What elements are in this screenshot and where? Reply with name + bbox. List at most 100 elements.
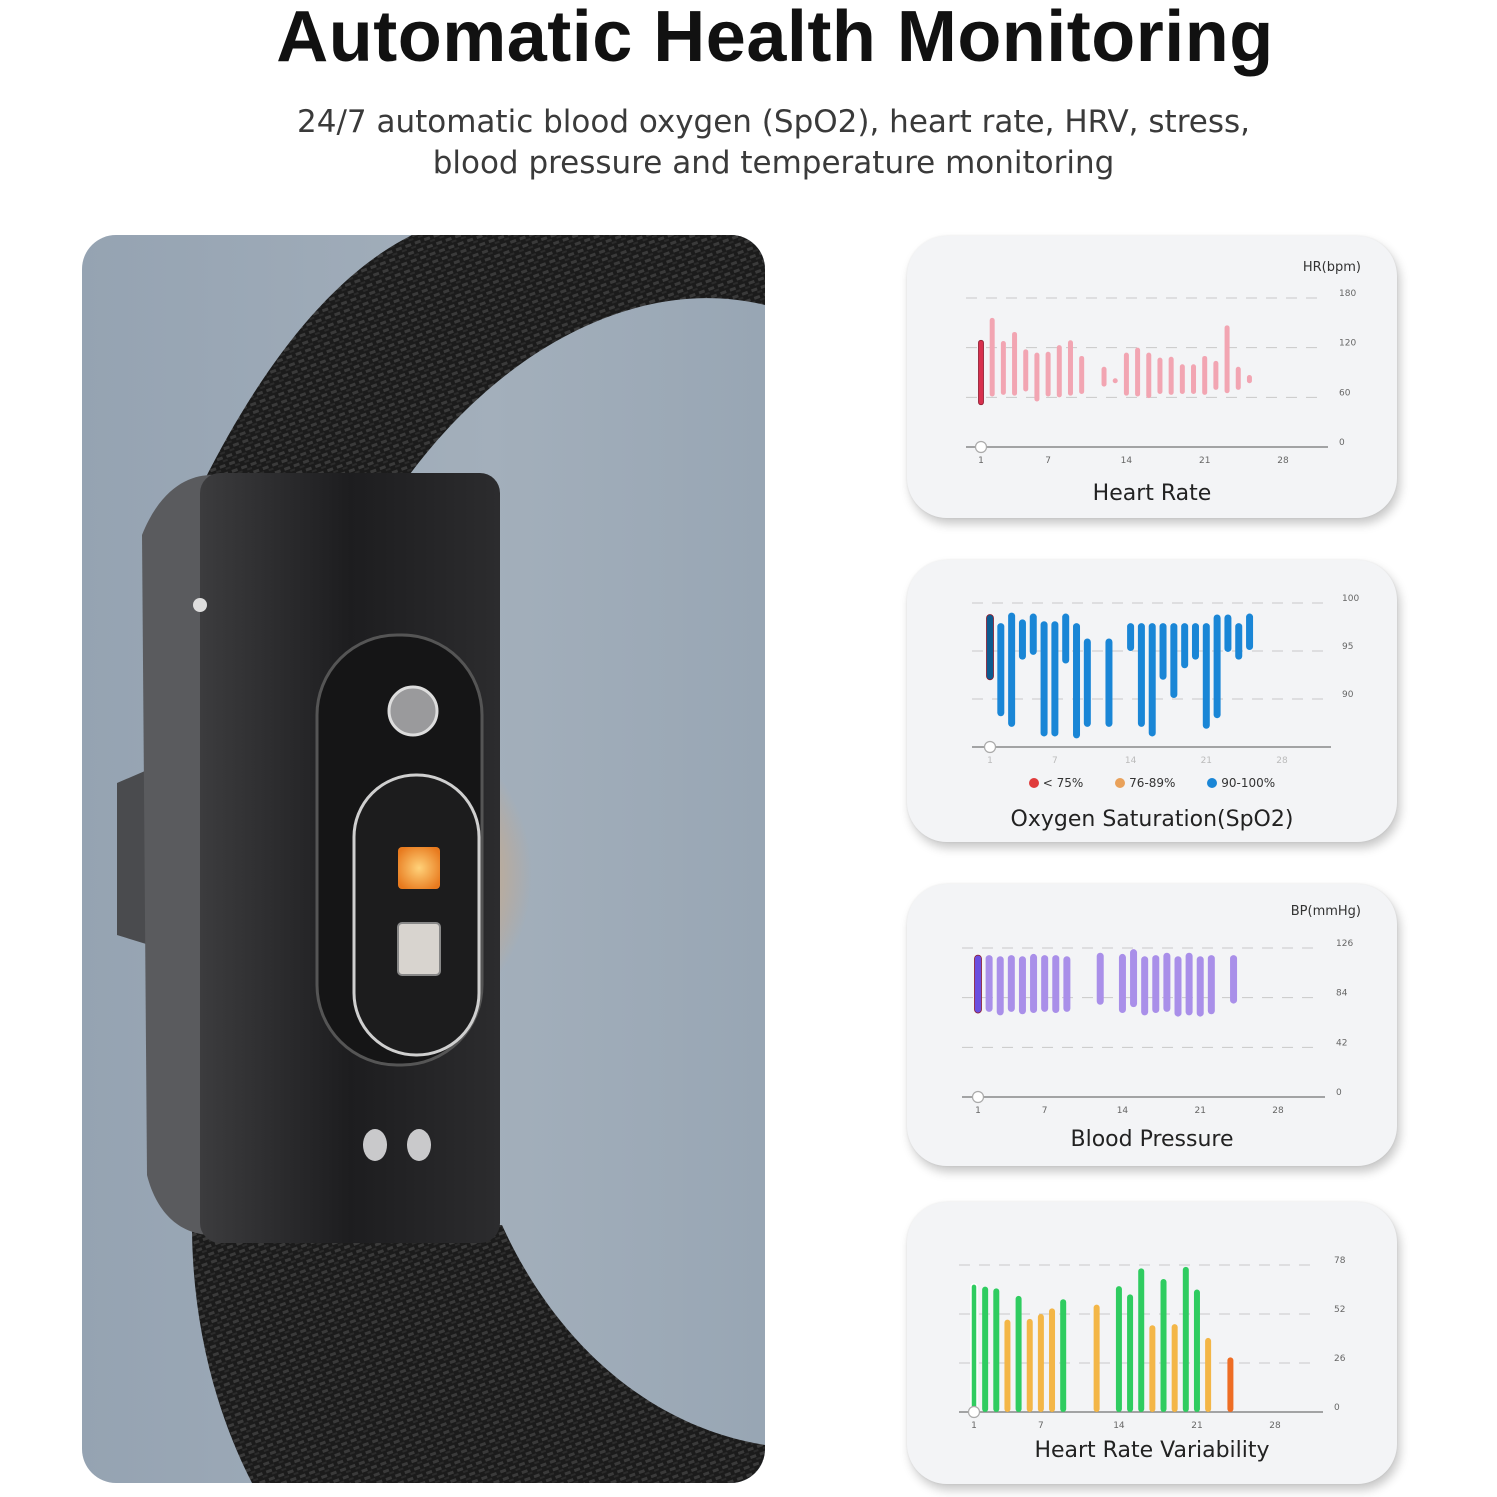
bar-day-24 bbox=[1227, 1357, 1234, 1412]
bar-day-14 bbox=[1127, 623, 1135, 651]
x-tick-label: 7 bbox=[1045, 456, 1051, 466]
bar-day-19 bbox=[1179, 364, 1185, 395]
bar-day-24 bbox=[1235, 366, 1241, 390]
bar-day-22 bbox=[1213, 614, 1221, 719]
bar-day-3 bbox=[993, 1288, 1000, 1412]
blue-dot-icon bbox=[1207, 778, 1218, 788]
x-tick-label: 21 bbox=[1191, 1421, 1202, 1431]
bar-day-21 bbox=[1196, 956, 1204, 1017]
bar-day-15 bbox=[1127, 1294, 1134, 1412]
orange-led bbox=[398, 847, 440, 889]
hrv-title: Heart Rate Variability bbox=[1034, 1438, 1270, 1463]
x-tick-label: 1 bbox=[975, 1106, 981, 1116]
bar-day-9 bbox=[1067, 340, 1073, 396]
photodiode bbox=[397, 922, 441, 976]
bar-day-20 bbox=[1185, 952, 1193, 1016]
y-tick-label: 95 bbox=[1342, 642, 1353, 652]
legend-label: 90-100% bbox=[1221, 776, 1276, 790]
bar-day-4 bbox=[1018, 619, 1026, 660]
spo2-card: 100 95 90 1 7 14 21 28 < 75% 76-89% 90-100% Oxy… bbox=[907, 560, 1397, 842]
x-tick-label: 21 bbox=[1201, 756, 1212, 766]
bar-day-6 bbox=[1040, 621, 1048, 737]
y-tick-label: 78 bbox=[1334, 1256, 1346, 1266]
y-tick-label: 0 bbox=[1334, 1403, 1340, 1413]
bar-day-17 bbox=[1152, 955, 1160, 1014]
hrv-chart: 78 52 26 0 1 7 14 21 28 bbox=[959, 1256, 1346, 1431]
smart-band-illustration bbox=[117, 235, 765, 1483]
bar-day-16 bbox=[1138, 1268, 1145, 1412]
bar-day-3 bbox=[1000, 341, 1006, 395]
blood-pressure-chart: 126 84 42 0 1 7 14 21 28 bbox=[962, 939, 1353, 1116]
x-tick-label: 1 bbox=[978, 456, 984, 466]
legend-item-high: 90-100% bbox=[1207, 776, 1275, 790]
subtitle-line-1: 24/7 automatic blood oxygen (SpO2), hear… bbox=[297, 104, 1250, 140]
bar-day-17 bbox=[1149, 1325, 1156, 1412]
y-tick-label: 0 bbox=[1336, 1088, 1342, 1098]
bar-day-19 bbox=[1171, 1324, 1178, 1412]
bar-day-15 bbox=[1137, 623, 1145, 727]
x-tick-label: 7 bbox=[1038, 1421, 1044, 1431]
hrv-card: 78 52 26 0 1 7 14 21 28 Heart Rate Variability bbox=[907, 1202, 1397, 1484]
bar-day-10 bbox=[1083, 638, 1091, 727]
y-tick-label: 180 bbox=[1339, 289, 1356, 299]
bar-day-16 bbox=[1141, 956, 1149, 1016]
bar-day-21 bbox=[1193, 1289, 1200, 1412]
bar-day-17 bbox=[1157, 357, 1163, 395]
y-tick-label: 120 bbox=[1339, 339, 1356, 349]
bar-day-6 bbox=[1034, 352, 1040, 402]
bar-day-18 bbox=[1168, 356, 1174, 395]
bar-day-6 bbox=[1030, 953, 1038, 1014]
page-subtitle: 24/7 automatic blood oxygen (SpO2), hear… bbox=[0, 102, 1497, 184]
day-slider-handle bbox=[971, 1090, 985, 1104]
red-dot-icon bbox=[1028, 778, 1039, 788]
heart-rate-chart: 180 120 60 0 1 7 14 21 28 bbox=[966, 289, 1356, 466]
bar-day-24 bbox=[1235, 623, 1243, 660]
bar-day-18 bbox=[1160, 1278, 1167, 1412]
bar-day-13 bbox=[1112, 378, 1118, 384]
bar-day-2 bbox=[989, 317, 995, 397]
bar-day-1 bbox=[974, 954, 982, 1014]
bar-day-20 bbox=[1191, 623, 1199, 660]
bar-day-7 bbox=[1045, 351, 1051, 397]
bar-day-4 bbox=[1004, 1319, 1011, 1412]
bar-day-3 bbox=[996, 956, 1004, 1016]
band-strap-bottom bbox=[192, 1225, 765, 1483]
bar-day-5 bbox=[1023, 349, 1029, 392]
charging-pin-2 bbox=[407, 1129, 431, 1161]
bar-day-19 bbox=[1174, 956, 1182, 1017]
bar-day-17 bbox=[1159, 623, 1167, 680]
bar-day-16 bbox=[1146, 352, 1152, 399]
optical-sensor bbox=[387, 685, 439, 737]
bar-day-6 bbox=[1026, 1318, 1033, 1412]
x-tick-label: 1 bbox=[971, 1421, 977, 1431]
bar-day-18 bbox=[1163, 952, 1171, 1012]
bar-day-14 bbox=[1123, 352, 1129, 396]
spo2-legend: < 75% 76-89% 90-100% bbox=[907, 776, 1397, 790]
bar-day-25 bbox=[1246, 613, 1254, 651]
y-tick-label: 42 bbox=[1336, 1038, 1347, 1048]
bar-day-14 bbox=[1115, 1286, 1122, 1412]
bar-day-22 bbox=[1205, 1337, 1212, 1412]
bar-day-25 bbox=[1246, 374, 1252, 384]
x-tick-label: 28 bbox=[1277, 456, 1289, 466]
x-tick-label: 14 bbox=[1121, 456, 1133, 466]
bar-day-10 bbox=[1079, 355, 1085, 395]
bar-day-12 bbox=[1105, 638, 1113, 727]
bar-day-22 bbox=[1207, 955, 1215, 1015]
bar-day-4 bbox=[1012, 331, 1018, 396]
x-tick-label: 14 bbox=[1117, 1106, 1129, 1116]
x-tick-label: 28 bbox=[1276, 756, 1288, 766]
heart-rate-title: Heart Rate bbox=[1092, 481, 1212, 506]
x-tick-label: 7 bbox=[1042, 1106, 1048, 1116]
bar-day-1 bbox=[970, 1283, 978, 1413]
subtitle-line-2: blood pressure and temperature monitorin… bbox=[432, 145, 1115, 181]
y-tick-label: 90 bbox=[1342, 690, 1354, 700]
bar-day-9 bbox=[1060, 1299, 1067, 1412]
lens bbox=[352, 773, 481, 1057]
y-tick-label: 100 bbox=[1342, 594, 1359, 604]
x-tick-label: 14 bbox=[1125, 756, 1137, 766]
bar-day-22 bbox=[1213, 360, 1219, 390]
legend-item-low: < 75% bbox=[1028, 776, 1083, 790]
x-tick-label: 21 bbox=[1194, 1106, 1205, 1116]
bar-day-2 bbox=[997, 623, 1005, 717]
